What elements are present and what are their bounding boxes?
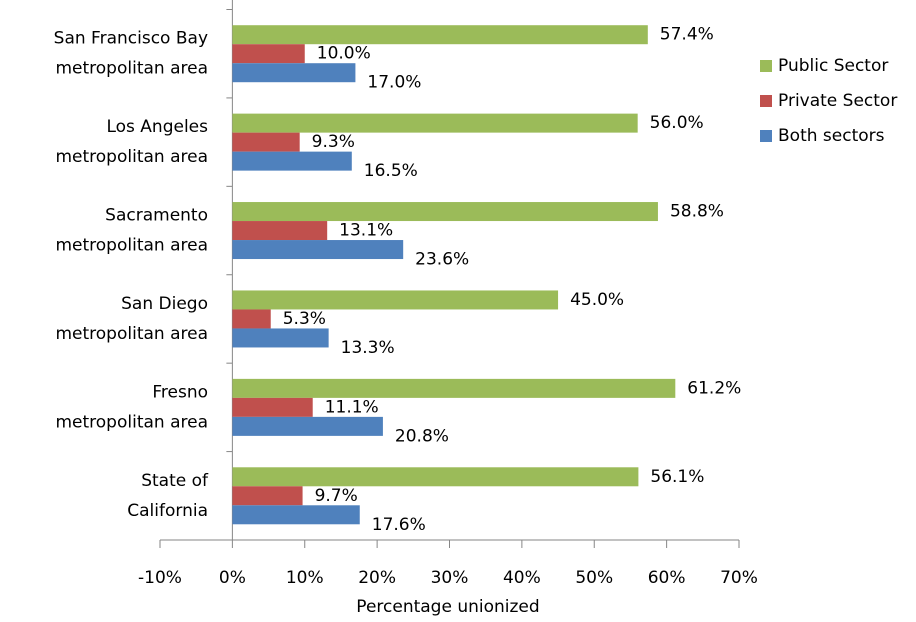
x-tick-label: -10%	[138, 568, 182, 588]
x-tick-label: 50%	[575, 568, 613, 588]
bar	[232, 202, 658, 222]
bar	[232, 44, 305, 64]
legend-label: Public Sector	[778, 56, 888, 76]
data-label: 23.6%	[415, 250, 469, 270]
data-label: 9.7%	[315, 486, 358, 506]
data-label: 11.1%	[325, 397, 379, 417]
data-label: 56.1%	[650, 467, 704, 487]
y-tick-label: Fresno	[152, 382, 208, 402]
y-tick-label: San Francisco Bay	[54, 29, 208, 49]
bar	[232, 416, 383, 436]
data-label: 10.0%	[317, 44, 371, 64]
bar	[232, 467, 639, 487]
bar	[232, 132, 300, 152]
data-label: 9.3%	[312, 132, 355, 152]
bar	[232, 63, 356, 83]
bar	[232, 328, 329, 348]
legend-swatch	[760, 95, 772, 107]
data-label: 17.0%	[367, 73, 421, 93]
data-label: 13.1%	[339, 221, 393, 241]
legend-swatch	[760, 130, 772, 142]
x-tick-label: 30%	[431, 568, 469, 588]
data-label: 20.8%	[395, 426, 449, 446]
bar	[232, 378, 676, 398]
bar	[232, 397, 313, 417]
y-tick-label: metropolitan area	[55, 236, 208, 256]
y-tick-label: metropolitan area	[55, 324, 208, 344]
bar	[232, 309, 271, 329]
x-tick-label: 70%	[720, 568, 758, 588]
y-tick-label: State of	[141, 471, 209, 491]
bar	[232, 151, 352, 171]
bar	[232, 221, 328, 241]
y-tick-label: metropolitan area	[55, 59, 208, 79]
data-label: 57.4%	[660, 25, 714, 45]
bar	[232, 505, 360, 525]
data-label: 16.5%	[364, 161, 418, 181]
bar	[232, 113, 638, 133]
y-tick-label: San Diego	[121, 294, 208, 314]
x-axis-label: Percentage unionized	[356, 597, 539, 617]
x-tick-label: 60%	[648, 568, 686, 588]
y-tick-label: Los Angeles	[106, 117, 208, 137]
legend-label: Both sectors	[778, 126, 885, 146]
data-label: 13.3%	[341, 338, 395, 358]
x-tick-label: 0%	[219, 568, 246, 588]
legend-swatch	[760, 60, 772, 72]
legend-label: Private Sector	[778, 91, 897, 111]
x-tick-label: 10%	[286, 568, 324, 588]
bar	[232, 290, 559, 310]
data-label: 58.8%	[670, 202, 724, 222]
data-label: 61.2%	[687, 378, 741, 398]
data-label: 5.3%	[283, 309, 326, 329]
bar	[232, 486, 303, 506]
y-tick-label: California	[127, 501, 208, 521]
data-label: 56.0%	[650, 113, 704, 133]
y-tick-label: Sacramento	[105, 206, 208, 226]
y-tick-label: metropolitan area	[55, 412, 208, 432]
x-tick-label: 40%	[503, 568, 541, 588]
data-label: 17.6%	[372, 515, 426, 535]
y-tick-label: metropolitan area	[55, 147, 208, 167]
bar	[232, 240, 404, 260]
data-label: 45.0%	[570, 290, 624, 310]
x-tick-label: 20%	[358, 568, 396, 588]
bar	[232, 25, 648, 45]
